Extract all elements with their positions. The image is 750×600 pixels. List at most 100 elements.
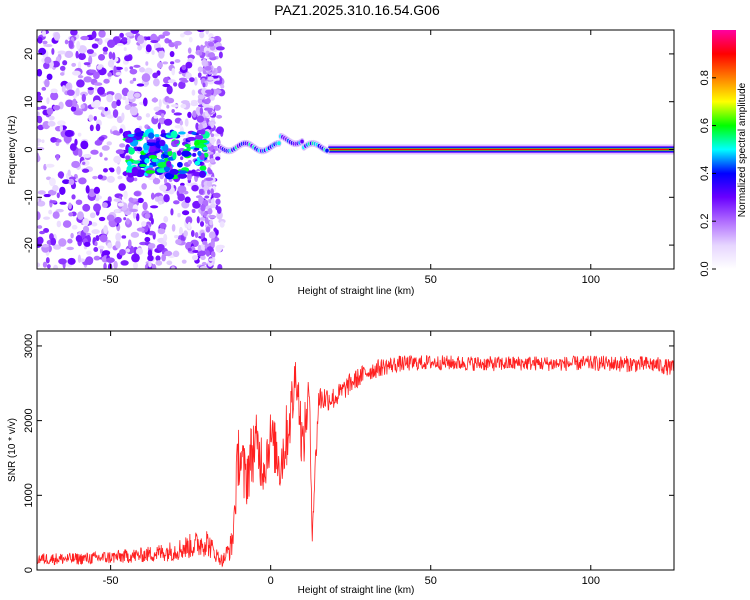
spectrogram-x-tick-label: 50 <box>425 274 437 286</box>
noise-blob <box>157 122 161 130</box>
noise-blob <box>42 261 48 268</box>
noise-blob <box>106 257 115 263</box>
snr-y-tick-label: 1000 <box>23 483 35 507</box>
noise-blob <box>160 113 165 118</box>
carrier-cluster-blob <box>147 142 156 147</box>
noise-blob <box>129 208 138 213</box>
noise-blob <box>123 190 128 200</box>
carrier-cluster-blob <box>177 170 188 175</box>
noise-band-blob <box>206 180 213 187</box>
noise-blob <box>187 159 193 165</box>
carrier-cluster-blob <box>197 150 202 157</box>
noise-blob <box>191 255 199 261</box>
noise-blob <box>158 99 162 108</box>
colorbar-tick-label: 0.8 <box>699 70 711 85</box>
noise-blob <box>60 72 65 76</box>
noise-band-blob <box>201 179 205 188</box>
noise-blob <box>159 222 167 229</box>
snr-x-tick-label: -50 <box>103 575 119 587</box>
noise-blob <box>115 149 125 155</box>
noise-blob <box>98 216 106 222</box>
noise-blob <box>37 111 40 117</box>
noise-blob <box>82 225 90 234</box>
noise-blob <box>106 114 114 119</box>
noise-blob <box>133 191 141 197</box>
noise-blob <box>37 124 44 131</box>
noise-band-blob <box>207 208 213 215</box>
carrier-cluster-blob <box>191 131 197 135</box>
noise-blob <box>37 106 42 111</box>
noise-blob <box>133 92 141 98</box>
noise-blob <box>216 114 223 119</box>
noise-blob <box>135 213 140 222</box>
noise-blob <box>86 250 92 256</box>
noise-blob <box>181 210 190 216</box>
noise-blob <box>213 80 223 85</box>
noise-blob <box>124 104 132 111</box>
noise-band-blob <box>208 169 213 175</box>
noise-blob <box>64 39 69 45</box>
noise-blob <box>173 200 180 205</box>
noise-blob <box>98 53 106 61</box>
noise-blob <box>153 115 158 119</box>
noise-blob <box>217 264 223 269</box>
noise-blob <box>67 257 76 265</box>
noise-blob <box>162 61 169 65</box>
noise-blob <box>106 214 115 222</box>
noise-blob <box>155 47 164 51</box>
noise-blob <box>177 212 181 218</box>
noise-blob <box>136 115 142 121</box>
noise-blob <box>130 231 140 238</box>
noise-blob <box>151 50 155 55</box>
noise-blob <box>59 65 66 71</box>
noise-band-blob <box>200 232 204 240</box>
carrier-cluster-blob <box>172 151 177 160</box>
snr-y-axis: 0 1000 2000 3000 <box>23 334 674 573</box>
noise-blob <box>117 175 123 180</box>
carrier-cluster-blob <box>163 166 171 172</box>
noise-blob <box>155 255 161 262</box>
noise-blob <box>67 169 71 177</box>
noise-blob <box>194 232 199 238</box>
noise-blob <box>107 72 113 77</box>
noise-blob <box>122 96 127 101</box>
noise-blob <box>46 264 51 269</box>
noise-blob <box>83 62 91 66</box>
carrier-cluster-blob <box>202 146 208 151</box>
noise-blob <box>42 30 46 37</box>
noise-band-blob <box>198 123 203 131</box>
carrier-cluster-blob <box>169 168 179 175</box>
noise-blob <box>145 44 152 53</box>
noise-blob <box>123 47 127 52</box>
noise-blob <box>71 62 77 67</box>
noise-blob <box>114 216 122 224</box>
noise-blob <box>132 77 137 82</box>
noise-band-blob <box>210 121 215 129</box>
noise-blob <box>90 149 99 155</box>
spectrogram-y-tick-label: 0 <box>23 146 35 152</box>
noise-blob <box>41 139 45 144</box>
spectrogram-x-axis: -50 0 50 100 <box>103 30 600 286</box>
carrier-cluster-blob <box>156 168 167 173</box>
noise-band-blob <box>209 155 213 159</box>
noise-blob <box>37 225 43 229</box>
noise-blob <box>71 224 78 230</box>
snr-y-tick-label: 0 <box>23 567 35 573</box>
noise-blob <box>64 50 74 59</box>
noise-band-blob <box>201 261 207 266</box>
noise-blob <box>46 97 50 105</box>
noise-blob <box>139 67 146 73</box>
noise-blob <box>57 171 65 179</box>
noise-blob <box>192 200 201 209</box>
noise-band-blob <box>204 98 211 103</box>
noise-band-blob <box>202 240 208 245</box>
noise-blob <box>44 78 50 88</box>
snr-series-line <box>37 354 674 568</box>
colorbar-tick-label: 0.4 <box>699 166 711 181</box>
noise-blob <box>37 138 42 143</box>
noise-blob <box>213 133 220 137</box>
noise-blob <box>133 177 138 182</box>
noise-blob <box>73 110 83 116</box>
noise-blob <box>128 197 134 203</box>
noise-band-blob <box>209 219 213 226</box>
